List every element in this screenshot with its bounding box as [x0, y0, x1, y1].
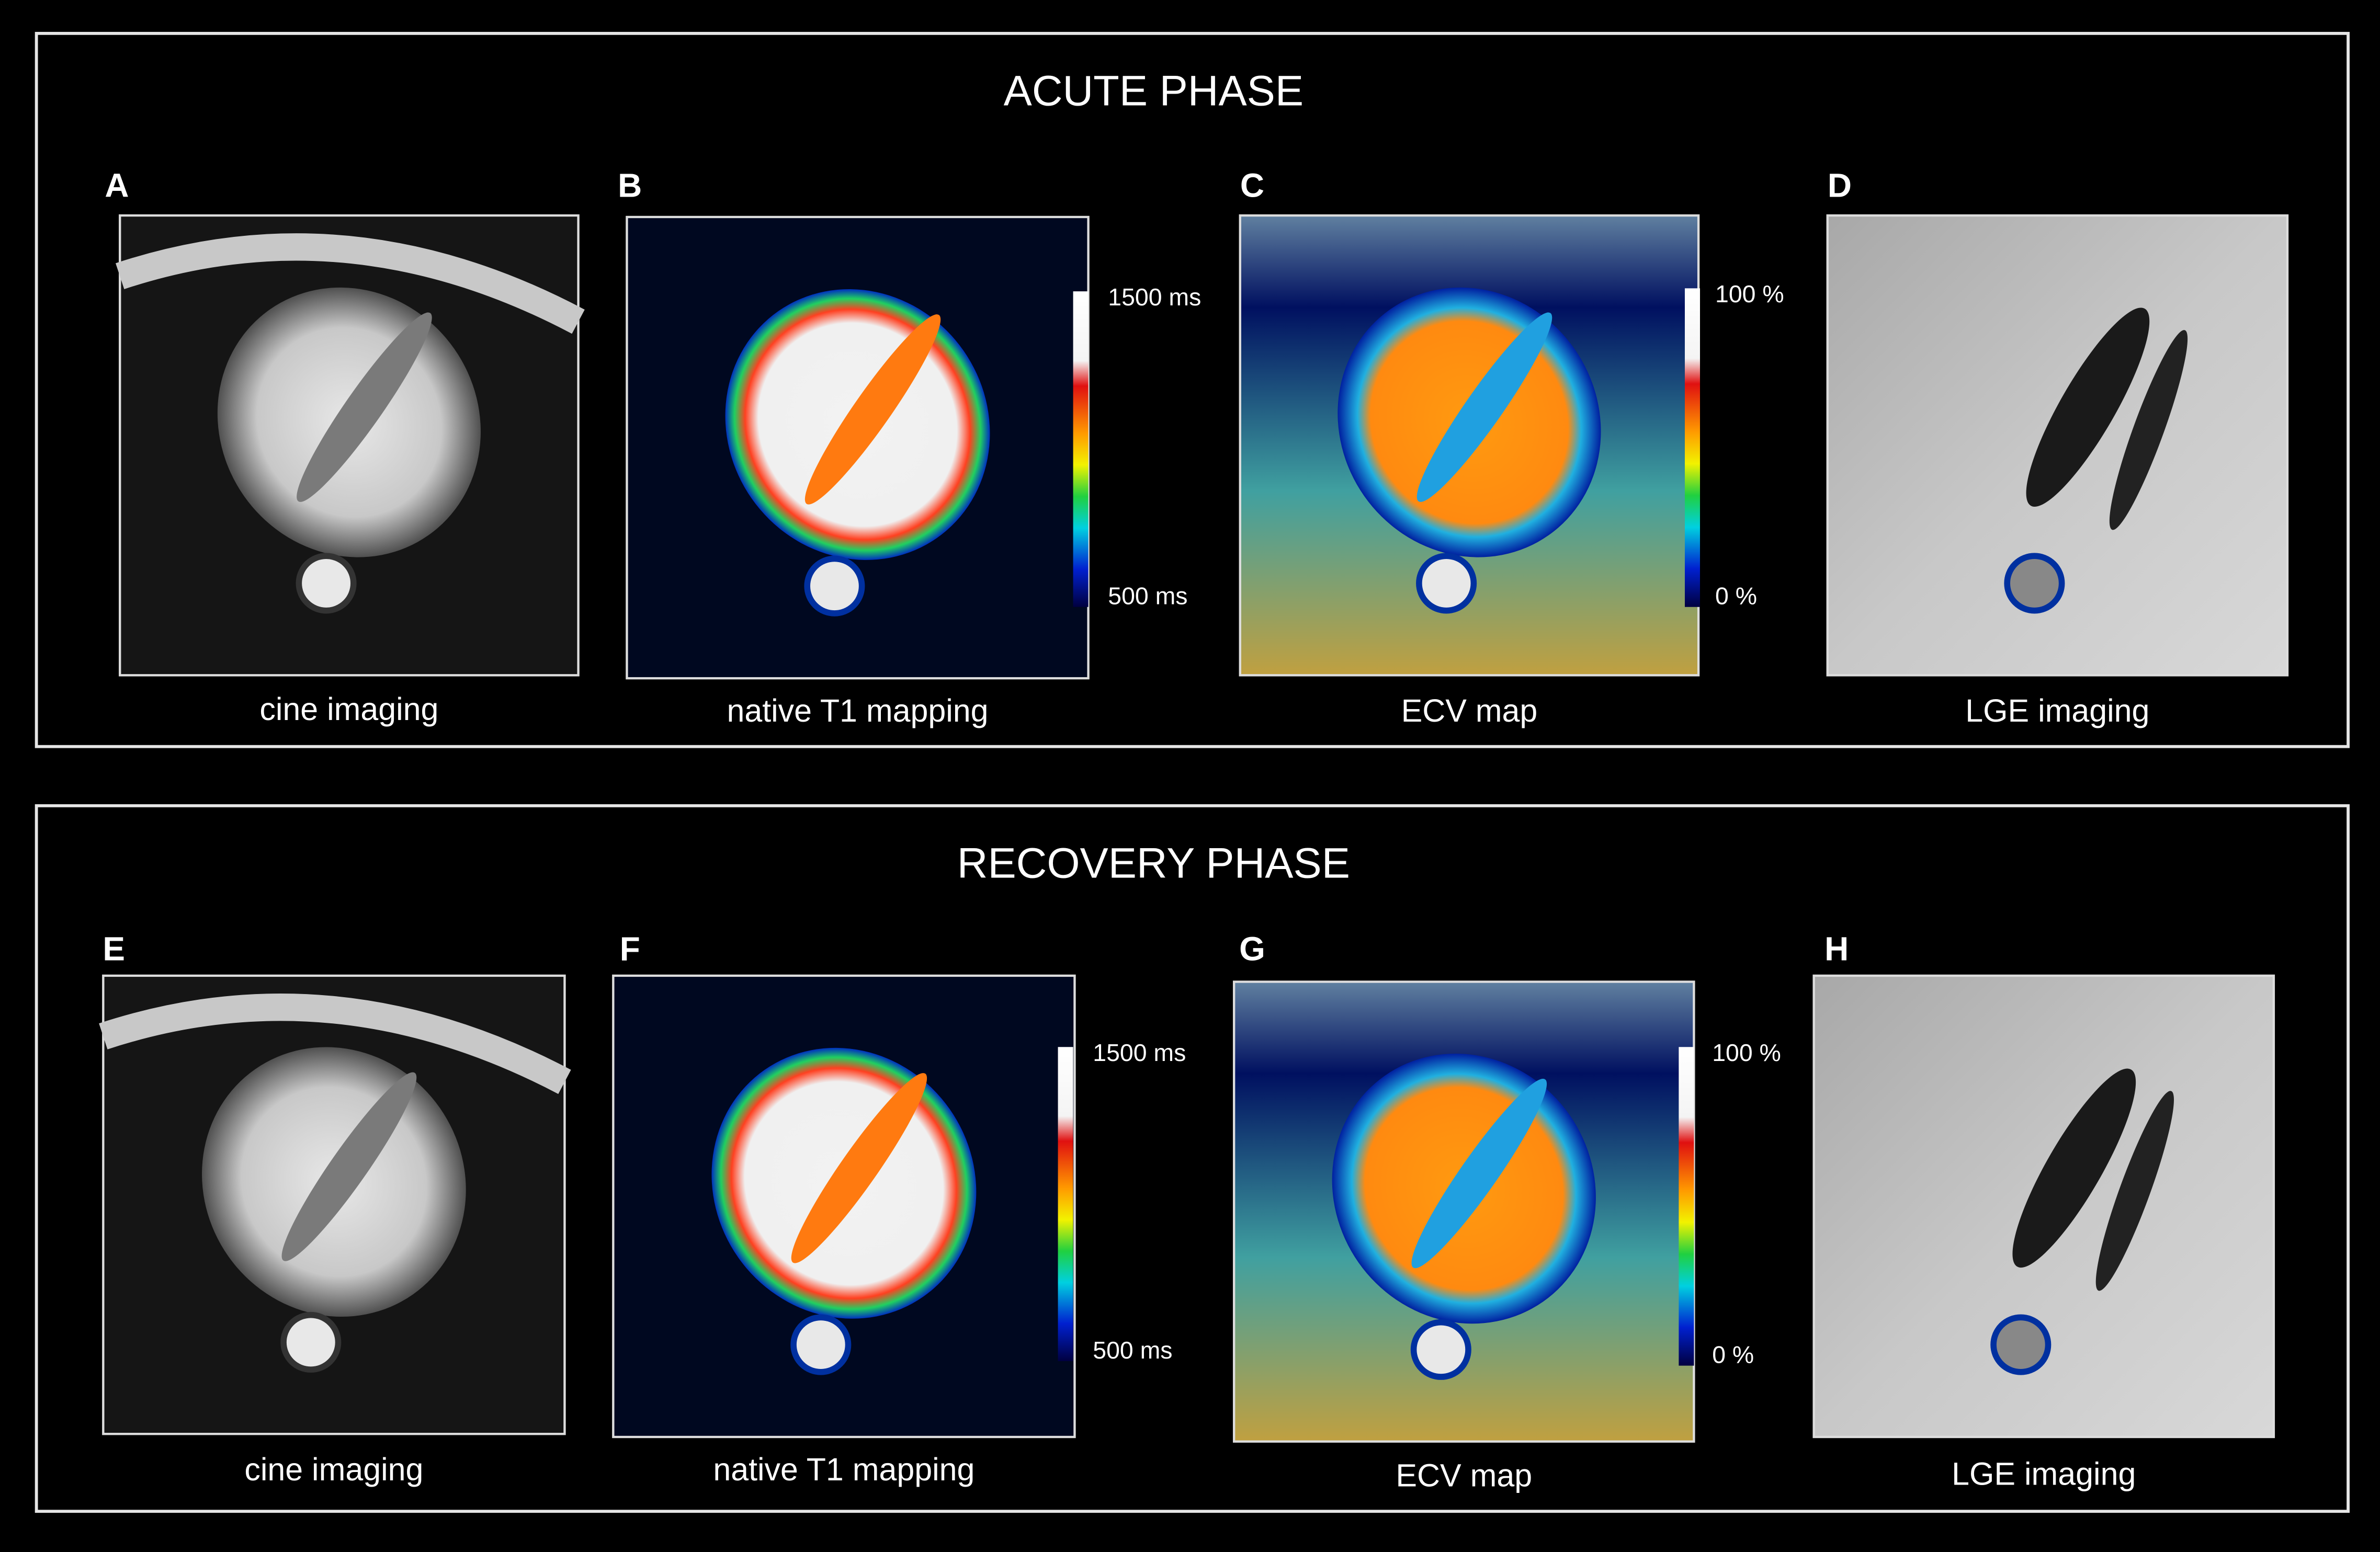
- mri-image: [99, 974, 571, 1435]
- aorta: [1416, 553, 1477, 614]
- panel-caption: ECV map: [1396, 1457, 1532, 1493]
- mri-image: [116, 214, 585, 677]
- panel-caption: cine imaging: [244, 1452, 423, 1487]
- septum: [791, 1073, 927, 1263]
- color-bar: [1058, 1047, 1073, 1361]
- panel-caption: native T1 mapping: [727, 693, 988, 728]
- color-bar: [1684, 288, 1700, 607]
- color-bar-label: 100 %: [1715, 280, 1784, 307]
- aorta: [1990, 1314, 2052, 1375]
- septum: [1411, 1078, 1547, 1269]
- panel-letter: B: [618, 167, 642, 204]
- panel-letter: G: [1239, 930, 1265, 967]
- color-bar-label: 0 %: [1712, 1341, 1754, 1368]
- color-bar: [1073, 291, 1089, 607]
- aorta: [1410, 1319, 1471, 1380]
- mri-image: [626, 215, 1090, 680]
- color-bar-label: 1500 ms: [1108, 283, 1201, 311]
- panel-letter: H: [1824, 930, 1849, 967]
- septum: [281, 1072, 417, 1261]
- section-title: RECOVERY PHASE: [957, 839, 1350, 887]
- panel-caption: cine imaging: [259, 691, 438, 727]
- color-bar-label: 100 %: [1712, 1039, 1781, 1066]
- mri-image: [1826, 214, 2289, 677]
- scar: [2109, 330, 2188, 530]
- panel-letter: C: [1240, 167, 1264, 204]
- color-bar-label: 1500 ms: [1093, 1039, 1186, 1066]
- aorta: [296, 553, 357, 614]
- septum: [297, 312, 432, 502]
- mri-image: [612, 974, 1076, 1439]
- color-bar: [1679, 1047, 1694, 1366]
- panel-letter: D: [1828, 167, 1852, 204]
- aorta: [2004, 553, 2065, 614]
- septum: [804, 314, 941, 505]
- chest-wall: [99, 994, 571, 1094]
- aorta: [790, 1314, 852, 1375]
- color-bar-label: 0 %: [1715, 583, 1757, 610]
- panel-caption: LGE imaging: [1965, 693, 2149, 728]
- color-bar-label: 500 ms: [1108, 583, 1187, 610]
- panel-letter: E: [103, 930, 125, 967]
- aorta: [280, 1311, 342, 1373]
- panel-letter: F: [620, 930, 640, 967]
- chest-wall: [116, 233, 585, 334]
- panel-caption: native T1 mapping: [713, 1452, 974, 1487]
- mri-image: [1239, 214, 1700, 677]
- mri-image: [1812, 974, 2275, 1439]
- panel-caption: LGE imaging: [1952, 1456, 2136, 1492]
- septum: [1416, 312, 1552, 502]
- section-title: ACUTE PHASE: [1004, 67, 1304, 115]
- panel-letter: A: [105, 167, 129, 204]
- panel-caption: ECV map: [1401, 693, 1538, 728]
- scar: [2026, 307, 2150, 507]
- mri-image: [1232, 980, 1695, 1443]
- color-bar-label: 500 ms: [1093, 1337, 1172, 1364]
- aorta: [804, 555, 865, 617]
- scar: [2095, 1091, 2174, 1291]
- section-frame: [35, 804, 2350, 1513]
- scar: [2012, 1068, 2136, 1268]
- section-frame: [35, 31, 2350, 748]
